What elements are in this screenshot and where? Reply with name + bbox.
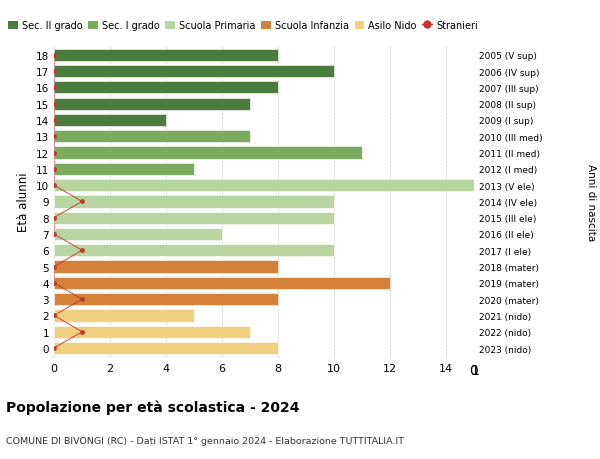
- Bar: [54, 293, 278, 306]
- Y-axis label: Età alunni: Età alunni: [17, 172, 31, 232]
- Bar: [54, 98, 250, 111]
- Legend: Sec. II grado, Sec. I grado, Scuola Primaria, Scuola Infanzia, Asilo Nido, Stran: Sec. II grado, Sec. I grado, Scuola Prim…: [4, 17, 482, 35]
- Bar: [54, 50, 278, 62]
- Bar: [54, 245, 334, 257]
- Bar: [54, 82, 278, 94]
- Bar: [54, 342, 278, 354]
- Bar: [54, 115, 166, 127]
- Bar: [54, 326, 250, 338]
- Bar: [54, 310, 194, 322]
- Bar: [54, 179, 474, 192]
- Bar: [54, 261, 278, 273]
- Bar: [54, 229, 222, 241]
- Bar: [54, 212, 334, 224]
- Text: Anni di nascita: Anni di nascita: [586, 163, 596, 241]
- Text: Popolazione per età scolastica - 2024: Popolazione per età scolastica - 2024: [6, 399, 299, 414]
- Bar: [54, 147, 362, 159]
- Bar: [54, 66, 334, 78]
- Bar: [54, 196, 334, 208]
- Bar: [54, 277, 390, 289]
- Text: COMUNE DI BIVONGI (RC) - Dati ISTAT 1° gennaio 2024 - Elaborazione TUTTITALIA.IT: COMUNE DI BIVONGI (RC) - Dati ISTAT 1° g…: [6, 436, 404, 445]
- Bar: [54, 131, 250, 143]
- Bar: [54, 163, 194, 175]
